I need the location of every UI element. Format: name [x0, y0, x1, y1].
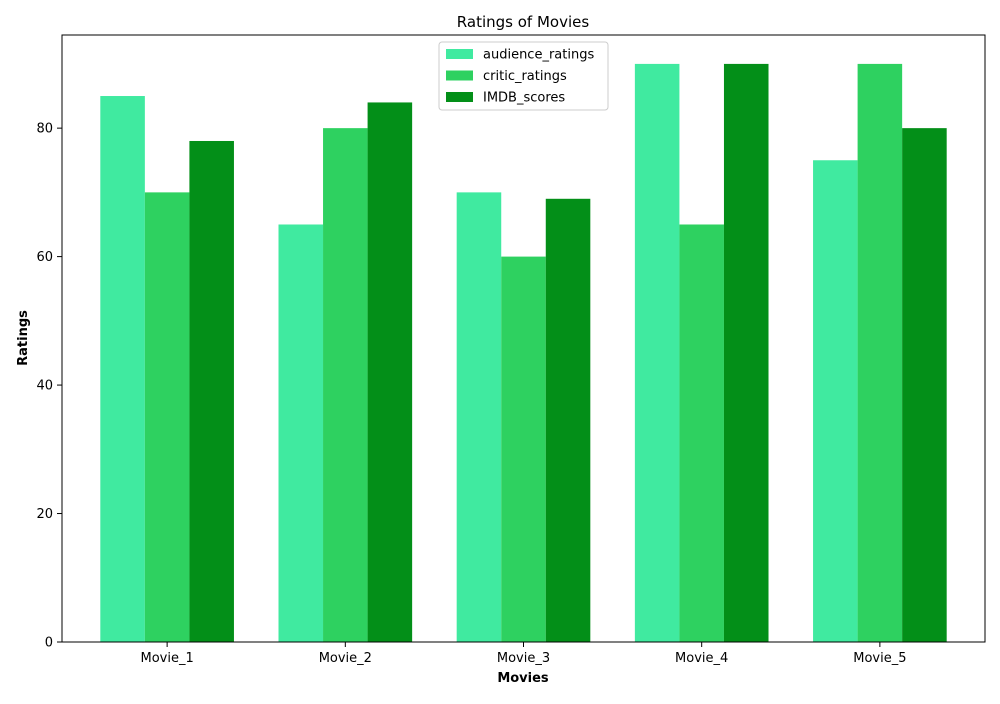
bar-critic_ratings-Movie_2: [323, 128, 368, 642]
bars-layer: [100, 63, 947, 643]
y-tick-label: 80: [36, 122, 53, 137]
legend-swatch-audience_ratings: [446, 49, 473, 59]
x-tick-label: Movie_3: [497, 651, 550, 666]
x-tick-label: Movie_1: [141, 651, 194, 666]
chart-title: Ratings of Movies: [457, 13, 590, 31]
y-tick-label: 40: [36, 379, 53, 394]
x-axis-ticks: Movie_1 Movie_2 Movie_3 Movie_4 Movie_5: [141, 642, 906, 666]
x-axis-label: Movies: [497, 671, 549, 686]
x-tick-label: Movie_2: [319, 651, 372, 666]
legend-swatch-IMDB_scores: [446, 92, 473, 102]
bar-IMDB_scores-Movie_5: [902, 128, 947, 642]
legend-label-audience_ratings: audience_ratings: [483, 48, 594, 63]
bar-critic_ratings-Movie_3: [501, 256, 546, 642]
legend: audience_ratings critic_ratings IMDB_score…: [438, 41, 609, 111]
bar-audience_ratings-Movie_2: [278, 224, 324, 643]
bar-IMDB_scores-Movie_2: [367, 102, 413, 642]
y-axis-ticks: 0 20 40 60 80: [36, 122, 62, 651]
x-tick-label: Movie_5: [853, 651, 906, 666]
legend-label-critic_ratings: critic_ratings: [483, 69, 567, 84]
bar-audience_ratings-Movie_1: [100, 96, 145, 642]
y-tick-label: 20: [36, 507, 53, 522]
legend-label-IMDB_scores: IMDB_scores: [483, 91, 565, 106]
y-tick-label: 60: [36, 250, 53, 265]
y-axis-label: Ratings: [16, 310, 31, 366]
bar-IMDB_scores-Movie_4: [723, 63, 769, 642]
bar-audience_ratings-Movie_5: [813, 160, 858, 642]
bar-critic_ratings-Movie_5: [857, 63, 903, 642]
x-tick-label: Movie_4: [675, 651, 728, 666]
bar-critic_ratings-Movie_4: [679, 224, 724, 643]
bar-IMDB_scores-Movie_1: [189, 140, 234, 643]
legend-box: [438, 41, 609, 111]
bar-audience_ratings-Movie_4: [634, 63, 680, 642]
bar-critic_ratings-Movie_1: [144, 192, 190, 642]
bar-IMDB_scores-Movie_3: [545, 198, 591, 643]
bar-audience_ratings-Movie_3: [456, 192, 502, 642]
legend-swatch-critic_ratings: [446, 70, 473, 81]
y-tick-label: 0: [45, 636, 53, 651]
